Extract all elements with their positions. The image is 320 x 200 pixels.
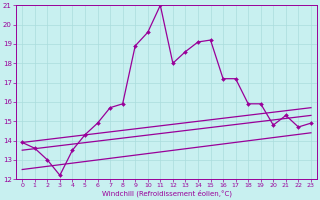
- X-axis label: Windchill (Refroidissement éolien,°C): Windchill (Refroidissement éolien,°C): [101, 190, 232, 197]
